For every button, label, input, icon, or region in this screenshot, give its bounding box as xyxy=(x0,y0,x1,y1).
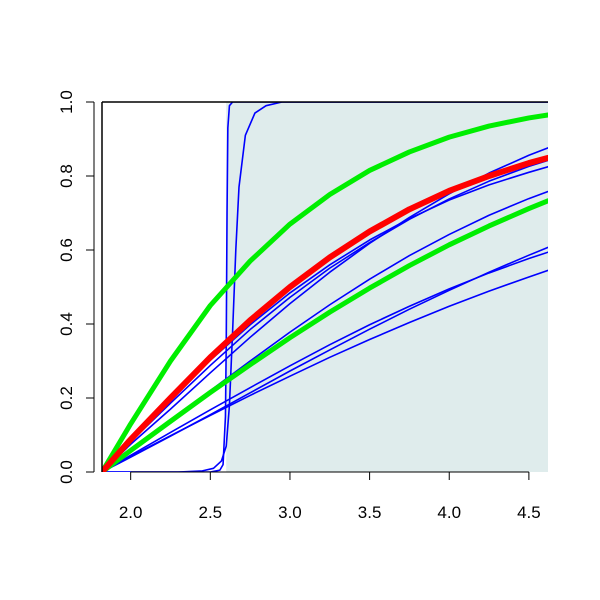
y-tick-label: 1.0 xyxy=(57,90,76,114)
series-line-12 xyxy=(102,154,548,472)
x-tick-label: 2.5 xyxy=(198,503,222,522)
series-line-2 xyxy=(102,102,548,472)
y-tick-label: 0.4 xyxy=(57,312,76,336)
y-tick-label: 0.0 xyxy=(57,460,76,484)
series-group xyxy=(102,102,548,472)
x-tick-label: 2.0 xyxy=(119,503,143,522)
y-axis: 0.0 0.2 0.4 0.6 0.8 1.0 xyxy=(57,90,95,484)
series-line-11 xyxy=(102,198,548,472)
x-tick-label: 4.0 xyxy=(437,503,461,522)
y-tick-label: 0.8 xyxy=(57,164,76,188)
series-line-10 xyxy=(102,112,548,472)
x-tick-label: 3.0 xyxy=(278,503,302,522)
y-tick-label: 0.2 xyxy=(57,386,76,410)
series-line-9 xyxy=(102,269,548,472)
x-axis: 2.0 2.5 3.0 3.5 4.0 4.5 xyxy=(119,471,541,522)
series-line-7 xyxy=(102,251,548,472)
x-tick-label: 4.5 xyxy=(517,503,541,522)
x-tick-label: 3.5 xyxy=(358,503,382,522)
plot-frame xyxy=(101,101,548,472)
series-line-4 xyxy=(102,159,548,472)
y-tick-label: 0.6 xyxy=(57,238,76,262)
